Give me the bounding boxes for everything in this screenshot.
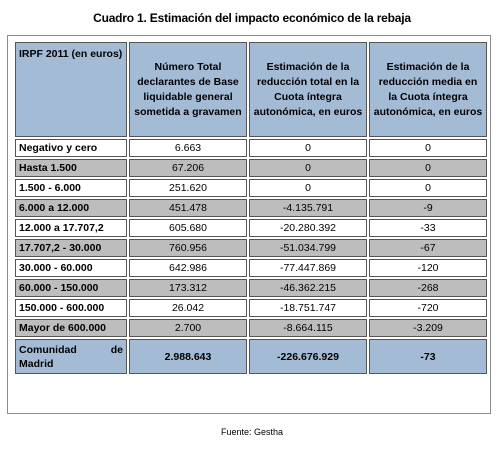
total-row: Comunidad de Madrid 2.988.643 -226.676.929… <box>15 339 487 374</box>
total-declarantes: 2.988.643 <box>129 339 247 374</box>
row-label: 1.500 - 6.000 <box>15 179 127 197</box>
cell-reduccion-media: -120 <box>369 259 487 277</box>
row-label: 30.000 - 60.000 <box>15 259 127 277</box>
cell-reduccion-media: -3.209 <box>369 319 487 337</box>
cell-reduccion-total: -20.280.392 <box>249 219 367 237</box>
cell-declarantes: 251.620 <box>129 179 247 197</box>
cell-declarantes: 173.312 <box>129 279 247 297</box>
cell-declarantes: 642.986 <box>129 259 247 277</box>
row-label: Hasta 1.500 <box>15 159 127 177</box>
table-row: 150.000 - 600.000 26.042 -18.751.747 -720 <box>15 299 487 317</box>
header-reduccion-media: Estimación de la reducción media en la C… <box>369 42 487 137</box>
header-row: IRPF 2011 (en euros) Número Total declar… <box>15 42 487 137</box>
cell-reduccion-media: 0 <box>369 139 487 157</box>
header-reduccion-total: Estimación de la reducción total en la C… <box>249 42 367 137</box>
table-row: Hasta 1.500 67.206 0 0 <box>15 159 487 177</box>
row-label: 6.000 a 12.000 <box>15 199 127 217</box>
cell-declarantes: 2.700 <box>129 319 247 337</box>
cell-reduccion-total: -77.447.869 <box>249 259 367 277</box>
cell-declarantes: 451.478 <box>129 199 247 217</box>
table-row: 12.000 a 17.707,2 605.680 -20.280.392 -33 <box>15 219 487 237</box>
header-irpf: IRPF 2011 (en euros) <box>15 42 127 137</box>
row-label: 150.000 - 600.000 <box>15 299 127 317</box>
cell-reduccion-media: 0 <box>369 159 487 177</box>
cell-reduccion-media: 0 <box>369 179 487 197</box>
row-label: 12.000 a 17.707,2 <box>15 219 127 237</box>
row-label: 17.707,2 - 30.000 <box>15 239 127 257</box>
cell-declarantes: 760.956 <box>129 239 247 257</box>
row-label: 60.000 - 150.000 <box>15 279 127 297</box>
cell-reduccion-media: -9 <box>369 199 487 217</box>
cell-reduccion-total: 0 <box>249 159 367 177</box>
header-declarantes: Número Total declarantes de Base liquida… <box>129 42 247 137</box>
cell-reduccion-media: -67 <box>369 239 487 257</box>
cell-reduccion-total: -18.751.747 <box>249 299 367 317</box>
table-row: 30.000 - 60.000 642.986 -77.447.869 -120 <box>15 259 487 277</box>
table-row: Mayor de 600.000 2.700 -8.664.115 -3.209 <box>15 319 487 337</box>
cell-declarantes: 6.663 <box>129 139 247 157</box>
cell-reduccion-total: -51.034.799 <box>249 239 367 257</box>
total-reduccion-total: -226.676.929 <box>249 339 367 374</box>
table-row: Negativo y cero 6.663 0 0 <box>15 139 487 157</box>
source-note: Fuente: Gestha <box>220 427 284 437</box>
total-reduccion-media: -73 <box>369 339 487 374</box>
cell-declarantes: 67.206 <box>129 159 247 177</box>
row-label: Negativo y cero <box>15 139 127 157</box>
table-title: Cuadro 1. Estimación del impacto económi… <box>93 11 411 25</box>
cell-reduccion-total: 0 <box>249 139 367 157</box>
cell-reduccion-media: -720 <box>369 299 487 317</box>
cell-declarantes: 605.680 <box>129 219 247 237</box>
table-row: 17.707,2 - 30.000 760.956 -51.034.799 -67 <box>15 239 487 257</box>
total-label: Comunidad de Madrid <box>15 339 127 374</box>
cell-reduccion-total: 0 <box>249 179 367 197</box>
cell-reduccion-media: -268 <box>369 279 487 297</box>
impact-table: IRPF 2011 (en euros) Número Total declar… <box>13 40 489 376</box>
cell-reduccion-total: -4.135.791 <box>249 199 367 217</box>
cell-reduccion-media: -33 <box>369 219 487 237</box>
cell-reduccion-total: -8.664.115 <box>249 319 367 337</box>
table-row: 60.000 - 150.000 173.312 -46.362.215 -268 <box>15 279 487 297</box>
cell-reduccion-total: -46.362.215 <box>249 279 367 297</box>
table-row: 1.500 - 6.000 251.620 0 0 <box>15 179 487 197</box>
cell-declarantes: 26.042 <box>129 299 247 317</box>
row-label: Mayor de 600.000 <box>15 319 127 337</box>
table-row: 6.000 a 12.000 451.478 -4.135.791 -9 <box>15 199 487 217</box>
